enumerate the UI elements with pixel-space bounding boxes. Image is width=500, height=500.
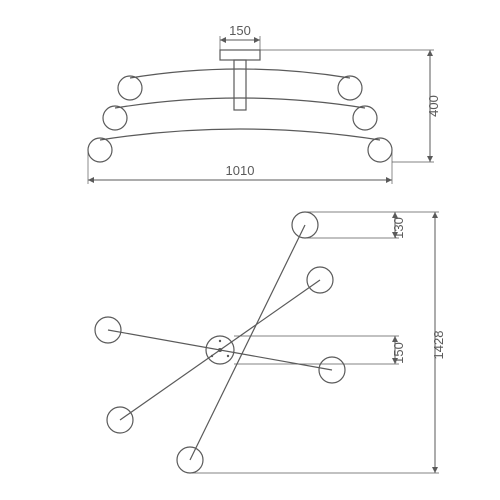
dimension-label: 130 [391,217,406,239]
technical-drawing: 150 1010 400 130 150 1428 [0,0,500,500]
arm [115,98,365,108]
arm [100,129,380,140]
arm-top [190,225,305,460]
bulb [88,138,112,162]
stem [234,60,246,110]
dimension-label: 150 [391,342,406,364]
bulb [338,76,362,100]
dimension-label: 150 [229,23,251,38]
center-dot [218,348,222,352]
arm [130,69,350,78]
dimension-label: 400 [426,95,441,117]
bulb [118,76,142,100]
bulb [368,138,392,162]
dimension-label: 1010 [226,163,255,178]
bulb [353,106,377,130]
bulb [103,106,127,130]
dimension-label: 1428 [431,331,446,360]
ceiling-mount [220,50,260,60]
